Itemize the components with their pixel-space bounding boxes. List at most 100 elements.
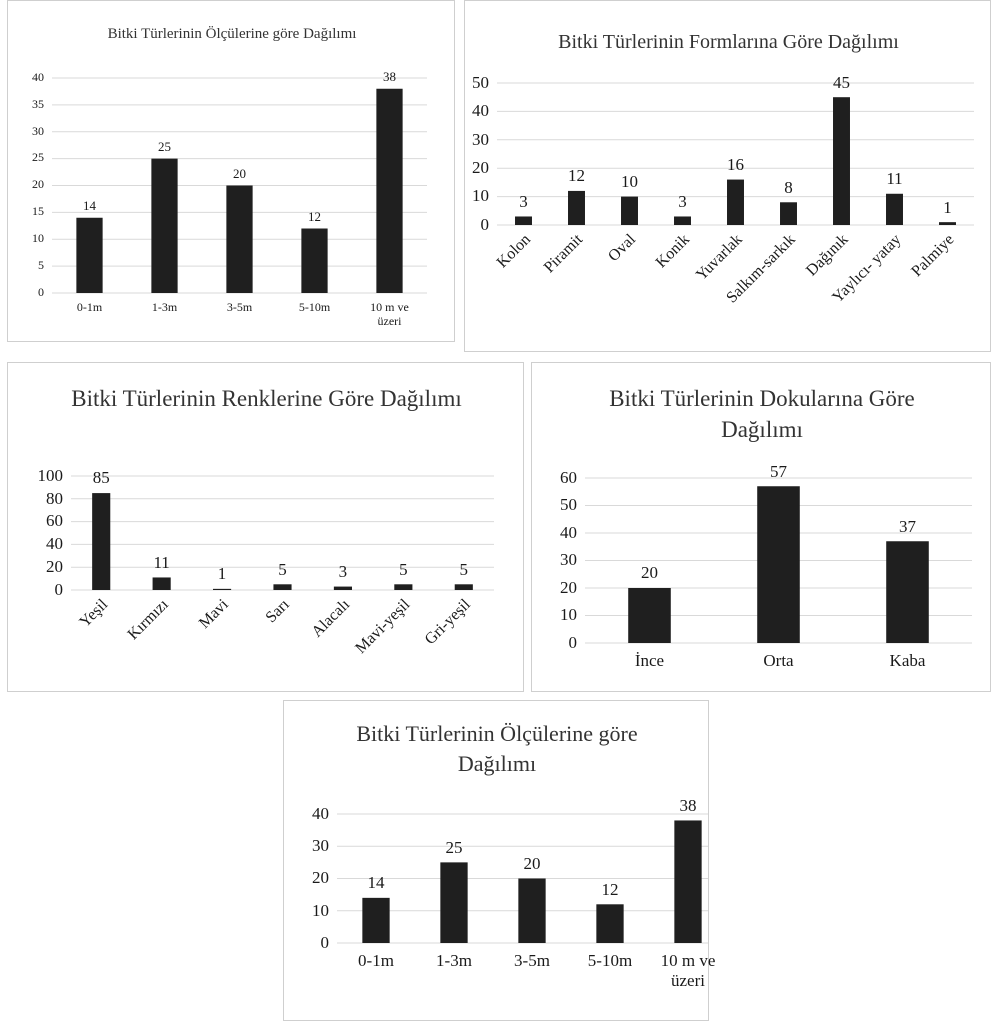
y-tick-label: 30: [32, 123, 44, 138]
value-label: 5: [459, 559, 469, 579]
y-tick-label: 0: [480, 214, 490, 234]
value-label: 85: [92, 468, 110, 488]
value-label: 5: [278, 559, 287, 579]
bar: [213, 588, 232, 590]
y-tick-label: 40: [472, 101, 489, 121]
y-tick-label: 0: [38, 284, 44, 299]
y-tick-label: 35: [32, 96, 44, 111]
bar: [333, 586, 352, 590]
y-tick-label: 20: [560, 577, 577, 597]
bar: [727, 179, 744, 225]
x-tick-label: 0-1m: [358, 951, 394, 970]
bar: [515, 216, 532, 225]
bar: [596, 904, 624, 943]
x-tick-label: 0-1m: [76, 300, 103, 314]
y-tick-label: 0: [54, 579, 64, 599]
chart: [337, 813, 708, 944]
x-tick-label: 1-3m: [436, 951, 472, 970]
value-label: 37: [899, 516, 916, 536]
chart-title: Bitki Türlerinin Formlarına Göre Dağılım…: [558, 31, 899, 53]
chart-title: Bitki Türlerinin Ölçülerine göre Dağılım…: [107, 26, 357, 42]
x-tick-label: 10 m ve üzeri: [660, 951, 716, 990]
y-tick-label: 80: [46, 488, 63, 508]
y-tick-label: 10: [560, 605, 577, 625]
x-tick-label: 3-5m: [514, 951, 550, 970]
y-tick-label: 0: [568, 632, 578, 652]
chart: [52, 77, 427, 294]
value-label: 20: [523, 853, 541, 873]
x-tick-label: 3-5m: [226, 300, 253, 314]
value-label: 38: [383, 68, 396, 84]
chart-panel: Bitki Türlerinin Ölçülerine göre Dağılım…: [7, 0, 455, 342]
bar: [757, 486, 800, 643]
y-tick-label: 20: [46, 557, 63, 576]
bar: [833, 97, 850, 225]
value-label: 3: [338, 561, 348, 581]
bar: [152, 577, 171, 590]
value-label: 11: [153, 552, 170, 572]
y-tick-label: 30: [472, 129, 489, 149]
chart-panel: Bitki Türlerinin Ölçülerine göre Dağılım…: [283, 700, 715, 1021]
x-tick-label: 5-10m: [298, 300, 331, 314]
chart-title: Bitki Türlerinin Dokularına Göre Dağılım…: [609, 386, 915, 443]
bar: [674, 820, 702, 943]
x-tick-label: 10 m ve üzeri: [370, 300, 409, 328]
y-tick-label: 30: [560, 550, 577, 570]
bar: [628, 588, 671, 643]
bar: [454, 584, 473, 590]
bar: [886, 193, 903, 225]
value-label: 57: [770, 461, 787, 481]
y-tick-label: 40: [32, 69, 44, 84]
bar: [886, 541, 929, 643]
bar: [273, 584, 292, 590]
value-label: 12: [568, 166, 585, 186]
y-tick-label: 10: [312, 900, 329, 920]
y-tick-label: 50: [560, 495, 577, 515]
y-tick-label: 25: [32, 150, 44, 165]
value-label: 45: [833, 72, 850, 92]
chart: [585, 477, 972, 644]
bar: [394, 584, 413, 590]
y-tick-label: 40: [46, 534, 63, 554]
y-tick-label: 20: [472, 158, 489, 177]
bar: [518, 878, 546, 943]
x-tick-label: Orta: [763, 651, 794, 670]
bar: [76, 217, 103, 293]
bar: [376, 88, 403, 293]
bar: [151, 158, 178, 293]
y-tick-label: 20: [32, 177, 44, 192]
value-label: 8: [784, 177, 793, 197]
y-tick-label: 60: [46, 511, 63, 531]
value-label: 3: [519, 191, 528, 211]
chart: [497, 82, 974, 226]
y-tick-label: 10: [472, 186, 489, 206]
value-label: 14: [367, 873, 385, 893]
y-tick-label: 50: [472, 72, 489, 92]
value-label: 11: [886, 169, 903, 189]
value-label: 16: [727, 154, 744, 174]
y-tick-label: 40: [312, 803, 329, 823]
value-label: 1: [943, 197, 952, 217]
value-label: 10: [621, 171, 638, 191]
bar: [440, 862, 468, 943]
y-tick-label: 5: [38, 257, 44, 272]
value-label: 25: [445, 837, 463, 857]
x-tick-label: 1-3m: [151, 300, 178, 314]
value-label: 20: [233, 165, 246, 181]
value-label: 12: [308, 208, 321, 224]
bar: [301, 228, 328, 293]
x-tick-label: İnce: [634, 651, 665, 670]
y-tick-label: 40: [560, 522, 577, 542]
x-tick-label: Kaba: [889, 651, 926, 670]
bar: [939, 222, 956, 225]
x-tick-label: 5-10m: [587, 951, 633, 970]
chart-title: Bitki Türlerinin Ölçülerine göre Dağılım…: [356, 721, 638, 776]
chart-title: Bitki Türlerinin Renklerine Göre Dağılım…: [71, 386, 462, 411]
chart-panel: Bitki Türlerinin Dokularına Göre Dağılım…: [531, 362, 991, 692]
value-label: 1: [217, 564, 227, 584]
bar: [226, 185, 253, 293]
bar: [674, 216, 691, 225]
chart-panel: Bitki Türlerinin Formlarına Göre Dağılım…: [464, 0, 991, 352]
bar: [568, 190, 585, 225]
